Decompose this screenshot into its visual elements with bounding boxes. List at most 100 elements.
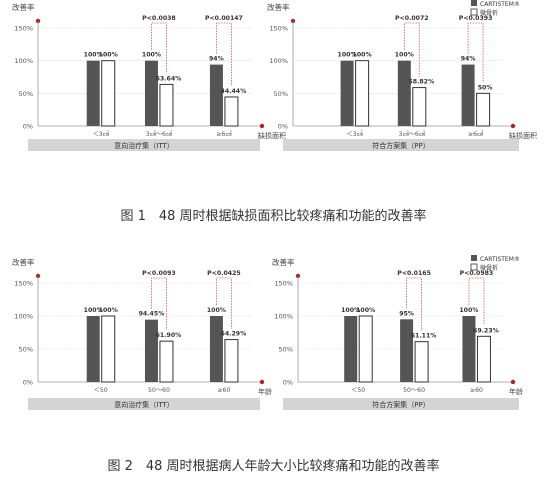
fig2-panel1-value-label: 61.90% (156, 332, 182, 339)
fig2-panel1-p-bracket (151, 277, 167, 331)
fig2-panel2-footer-band (283, 398, 519, 410)
fig2-panel2-ytick-label: 150% (274, 280, 293, 288)
fig1-panel2-x-title: 缺损面积 (509, 131, 537, 140)
fig1-panel2-p-value: P<0.0072 (395, 15, 429, 22)
fig2-panel2-y-title: 改善率 (272, 257, 295, 267)
fig1-panel2-bar-cartistem (397, 60, 411, 126)
fig2-panel2-bar-cartistem (462, 316, 476, 382)
fig2-panel1-y-title: 改善率 (12, 257, 35, 267)
fig2-panel1-p-bracket (216, 277, 232, 329)
fig2-panel2-p-value: P<0.0165 (397, 270, 431, 277)
fig2-panel2-p-bracket (468, 277, 485, 326)
fig2-panel2-legend-label-cartistem: CARTISTEM® (480, 256, 520, 263)
fig2-panel1-x-axis-dot (259, 379, 265, 385)
fig1-panel1-footer-label: 意向治疗集（ITT） (114, 141, 174, 150)
fig1-panel1-ytick-label: 150% (14, 25, 33, 33)
fig1-panel2-ytick-label: 50% (274, 90, 288, 98)
fig1-panel1-bar-microfracture (101, 60, 116, 127)
fig1-panel1-ytick-label: 0% (23, 123, 33, 131)
fig2-panel1-bar-microfracture (224, 339, 239, 383)
fig1-panel1-bar-cartistem (209, 64, 223, 126)
fig1-panel2-footer-label: 符合方案集（PP） (372, 141, 429, 150)
fig2-panel1-ytick-label: 150% (14, 280, 33, 288)
fig2-panel2-value-label: 100% (459, 307, 478, 314)
fig1-panel1-bar-microfracture (224, 96, 239, 127)
fig1-panel2-value-label: 100% (338, 52, 357, 59)
fig2-panel1-value-label: 100% (207, 307, 226, 314)
fig1-panel1-bar-cartistem (144, 60, 158, 126)
fig2-panel2-value-label: 61.11% (411, 333, 437, 340)
fig1-panel2-legend-swatch-microfracture (470, 8, 478, 16)
figure-1-caption: 图 1 48 周时根据缺损面积比较疼痛和功能的改善率 (120, 209, 427, 224)
fig2-panel2-bar-microfracture (414, 341, 429, 383)
fig1-panel2-legend-label-microfracture: 微骨折 (480, 9, 498, 17)
fig1-panel2-category-label: ＜3㎠ (346, 130, 363, 138)
fig1-panel1-p-value: P<0.0038 (142, 15, 176, 22)
fig2-panel2-category-label: 50～60 (403, 387, 425, 394)
fig2-panel1-value-label: 94.45% (139, 311, 165, 318)
fig1-panel2-bar-cartistem (340, 60, 354, 126)
fig1-panel1-bar-microfracture (159, 83, 174, 127)
fig2-panel1-bar-microfracture (101, 315, 116, 383)
fig2-panel1-category-label: 50～60 (148, 387, 170, 394)
fig2-panel2-x-axis-dot (510, 379, 516, 385)
fig2-panel1-footer-label: 意向治疗集（ITT） (114, 400, 174, 409)
fig2-panel2-bar-cartistem (344, 316, 358, 382)
fig1-panel1-y-title: 改善率 (12, 2, 35, 12)
fig1-panel1-category-label: ≥6㎠ (216, 130, 232, 138)
figure-2-caption: 图 2 48 周时根据病人年龄大小比较疼痛和功能的改善率 (107, 459, 440, 474)
fig2-panel2-category-label: ≥60 (470, 387, 483, 394)
fig2-panel1-ytick-label: 0% (23, 379, 33, 387)
fig2-panel1-value-label: 100% (84, 307, 103, 314)
fig2-panel1-bar-microfracture (159, 340, 174, 383)
fig1-panel2-legend-label-cartistem: CARTISTEM® (480, 1, 520, 8)
fig1-panel1-value-label: 100% (99, 52, 118, 59)
fig1-panel2-category-label: 3㎠～6㎠ (399, 130, 426, 138)
fig1-panel2-p-bracket (467, 22, 484, 83)
fig2-panel2-p-value: P<0.0983 (460, 270, 494, 277)
fig2-panel2-bar-microfracture (358, 315, 373, 383)
fig1-panel2-bar-microfracture (412, 87, 427, 127)
fig1-panel1-bar-cartistem (86, 60, 100, 126)
fig2-panel1-ytick-label: 50% (19, 346, 33, 354)
fig1-panel2-bar-microfracture (476, 92, 491, 127)
fig2-panel2-ytick-label: 50% (279, 346, 293, 354)
fig2-panel1-x-title: 年龄 (258, 387, 272, 396)
fig1-panel2-value-label: 50% (478, 84, 493, 91)
fig1-panel1-ytick-label: 100% (14, 57, 33, 65)
fig1-panel1-category-label: ＜3㎠ (93, 130, 110, 138)
fig1-panel2-bar-microfracture (355, 60, 370, 127)
fig1-panel1-value-label: 100% (84, 52, 103, 59)
fig1-panel1-x-title: 缺损面积 (258, 131, 286, 140)
fig2-panel2-legend-swatch-microfracture (470, 263, 478, 271)
fig1-panel2-value-label: 100% (353, 52, 372, 59)
fig1-panel1-value-label: 100% (142, 52, 161, 59)
fig2-panel1-value-label: 64.29% (221, 331, 247, 338)
fig1-panel2-footer-band (283, 139, 519, 151)
fig1-panel2-legend-swatch-cartistem (471, 0, 477, 6)
fig2-panel2-value-label: 100% (356, 307, 375, 314)
fig2-panel2-footer-label: 符合方案集（PP） (372, 400, 429, 409)
fig2-panel2-ytick-label: 100% (274, 313, 293, 321)
fig2-panel1-bar-cartistem (144, 319, 158, 382)
fig1-panel2-bar-cartistem (461, 64, 475, 126)
fig1-panel1-p-bracket (216, 22, 232, 86)
fig2-panel1-category-label: ≥60 (217, 387, 230, 394)
fig2-panel1-value-label: 100% (99, 307, 118, 314)
fig2-panel2-legend-label-microfracture: 微骨折 (480, 264, 498, 272)
fig1-panel2-y-title: 改善率 (267, 2, 290, 12)
fig1-panel2-ytick-label: 100% (269, 57, 288, 65)
fig1-panel2-p-bracket (403, 22, 420, 77)
fig1-panel2-p-value: P<0.0393 (459, 15, 493, 22)
fig2-panel2-value-label: 69.23% (473, 327, 499, 334)
fig2-panel1-p-value: P<0.0425 (207, 270, 241, 277)
fig2-panel2-x-title: 年龄 (509, 387, 523, 396)
fig2-panel1-p-value: P<0.0093 (142, 270, 176, 277)
fig1-panel2-ytick-label: 0% (278, 123, 288, 131)
fig2-panel2-bar-microfracture (476, 335, 491, 383)
fig1-panel1-ytick-label: 50% (19, 90, 33, 98)
fig1-panel1-footer-band (28, 139, 260, 151)
fig2-panel2-legend-swatch-cartistem (471, 255, 477, 261)
fig2-panel2-bar-cartistem (400, 319, 414, 382)
fig2-panel1-bar-cartistem (86, 316, 100, 382)
